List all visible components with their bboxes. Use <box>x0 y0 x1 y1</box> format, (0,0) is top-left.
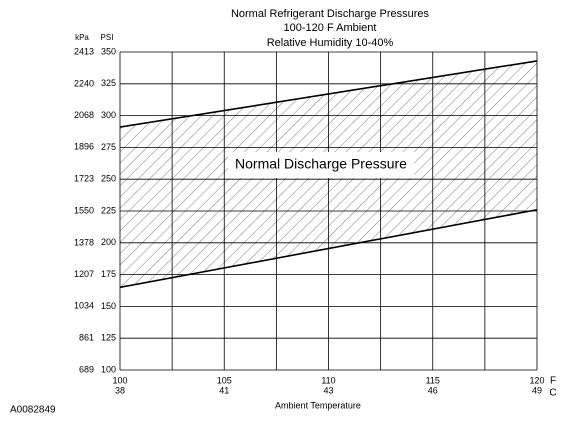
y-tick-label: 225 <box>101 205 116 215</box>
y-tick-label: 200 <box>101 237 116 247</box>
x2-tick-label: 49 <box>532 385 542 395</box>
y-axis-label: PSI <box>101 33 114 42</box>
upper-line <box>119 60 538 128</box>
y2-tick-label: 1550 <box>74 206 94 216</box>
x2-tick-label: 46 <box>428 385 438 395</box>
annotation: Normal Discharge Pressure <box>235 156 407 172</box>
y-tick-label: 150 <box>101 301 116 311</box>
y2-tick-label: 861 <box>79 333 94 343</box>
x2-tick-label: 41 <box>219 385 229 395</box>
y2-tick-label: 1723 <box>74 174 94 184</box>
title-line: Normal Refrigerant Discharge Pressures <box>231 8 430 20</box>
y2-tick-label: 1378 <box>74 237 94 247</box>
x-axis-label: Ambient Temperature <box>275 400 361 410</box>
x-tick-label: 105 <box>217 375 232 385</box>
y2-tick-label: 2240 <box>74 78 94 88</box>
y-tick-label: 325 <box>101 78 116 88</box>
figure-id: A0082849 <box>10 405 56 416</box>
annotation-box <box>228 152 414 178</box>
title-line: Relative Humidity 10-40% <box>267 37 394 49</box>
x-tick-label: 110 <box>321 375 335 385</box>
y2-tick-label: 1207 <box>74 269 94 279</box>
x2-tick-label: 43 <box>323 385 333 395</box>
y2-axis-label: kPa <box>75 33 89 42</box>
y-tick-label: 125 <box>101 333 116 343</box>
lower-line <box>119 208 538 289</box>
x2-unit: C <box>549 388 556 399</box>
title-line: 100-120 F Ambient <box>284 22 377 34</box>
y2-tick-label: 2068 <box>74 110 94 120</box>
y2-tick-label: 689 <box>79 364 94 374</box>
x-unit: F <box>550 376 556 387</box>
y-tick-label: 350 <box>101 46 116 56</box>
x-tick-label: 120 <box>529 375 544 385</box>
x2-tick-label: 38 <box>115 385 125 395</box>
x-tick-label: 100 <box>112 375 127 385</box>
y-tick-label: 250 <box>101 174 116 184</box>
y-tick-label: 300 <box>101 110 116 120</box>
y2-tick-label: 1034 <box>74 301 94 311</box>
y2-tick-label: 1896 <box>74 142 94 152</box>
y-tick-label: 175 <box>101 269 116 279</box>
y-tick-label: 275 <box>101 142 116 152</box>
y2-tick-label: 2413 <box>74 46 94 56</box>
x-tick-label: 115 <box>426 375 440 385</box>
y-tick-label: 100 <box>101 364 116 374</box>
